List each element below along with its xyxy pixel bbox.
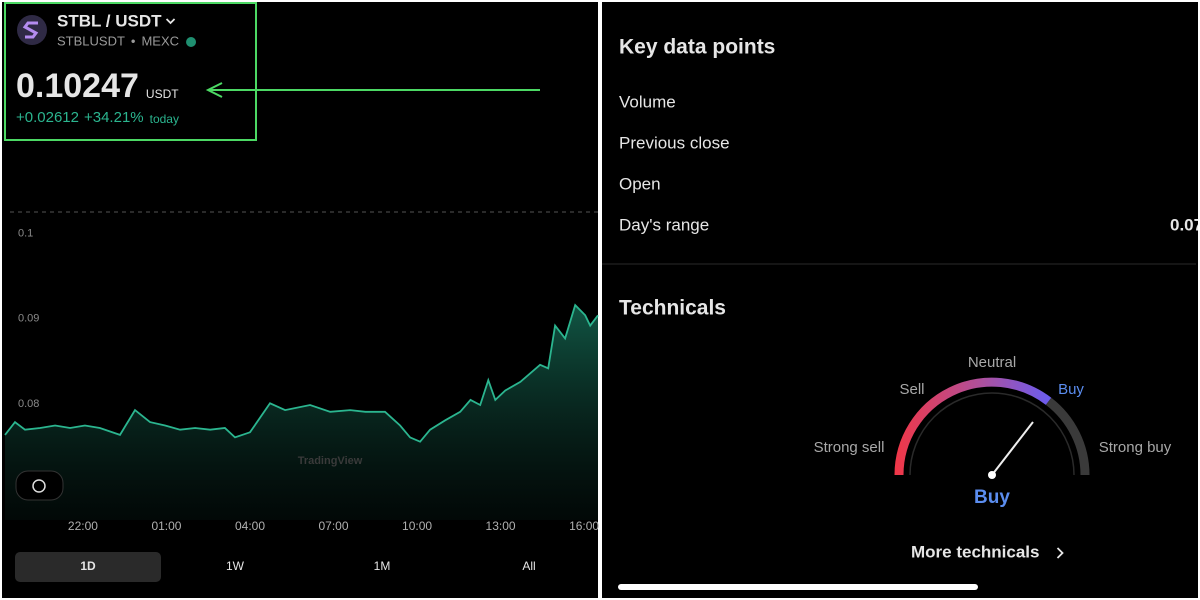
x-tick-label: 13:00 xyxy=(486,519,516,533)
x-tick-label: 01:00 xyxy=(151,519,181,533)
exchange: MEXC xyxy=(141,33,179,48)
y-tick-label: 0.08 xyxy=(18,398,39,410)
right-panel xyxy=(602,2,1198,598)
currency: USDT xyxy=(146,87,179,101)
y-tick-label: 0.09 xyxy=(18,313,39,325)
row-value: 0.07 xyxy=(1170,215,1200,234)
pair[interactable]: STBL / USDT xyxy=(57,11,162,30)
coin-icon-glyph xyxy=(22,21,39,39)
symbol: STBLUSDT xyxy=(57,33,125,48)
x-tick-label: 16:00 xyxy=(569,519,599,533)
live-indicator xyxy=(186,37,197,47)
timeframe-button[interactable]: 1W xyxy=(226,559,245,573)
gauge-label: Buy xyxy=(1058,381,1084,398)
separator: • xyxy=(131,33,136,48)
timeframe-button[interactable]: 1D xyxy=(80,559,96,573)
chevron xyxy=(1056,547,1064,559)
x-tick-label: 04:00 xyxy=(235,519,265,533)
period: today xyxy=(150,112,179,126)
watermark: TradingView xyxy=(298,455,363,467)
price: 0.10247 xyxy=(16,67,139,105)
x-tick-label: 22:00 xyxy=(68,519,98,533)
chart: 0.1 0.09 0.08 22:00 01:00 04:00 07:00 10:00 13:0… xyxy=(4,227,599,533)
area xyxy=(5,305,598,520)
gauge-pivot xyxy=(988,471,996,479)
row-label: Volume xyxy=(619,92,676,111)
home-indicator xyxy=(618,584,978,590)
x-tick-label: 07:00 xyxy=(319,519,349,533)
change-percent: +34.21% xyxy=(84,109,144,126)
dropdown-chevron[interactable] xyxy=(165,18,176,25)
snapshot-icon xyxy=(32,479,46,493)
section-title: Technicals xyxy=(619,297,726,320)
timeframe-button[interactable]: All xyxy=(522,559,535,573)
line xyxy=(4,303,599,443)
gauge-label: Sell xyxy=(899,381,924,398)
gauge-needle xyxy=(991,421,1034,476)
more-technicals[interactable]: More technicals xyxy=(911,542,1040,561)
gauge-inner-arc xyxy=(909,392,1075,476)
annotation-arrowhead xyxy=(205,82,223,98)
row-label: Previous close xyxy=(619,133,730,152)
row-label: Day's range xyxy=(619,215,709,234)
timeframe-selected xyxy=(15,552,161,582)
x-tick-label: 10:00 xyxy=(402,519,432,533)
timeframes: 1D 1W 1M All xyxy=(15,552,536,582)
timeframe-button[interactable]: 1M xyxy=(374,559,391,573)
right-content: Key data points Technicals Buy More tech… xyxy=(619,36,1200,562)
gauge-arc xyxy=(1045,397,1090,476)
highlight-box xyxy=(4,2,257,141)
row-label: Open xyxy=(619,174,661,193)
gauge-active-arc xyxy=(894,377,1052,476)
gauge-label: Neutral xyxy=(968,354,1016,371)
snapshot-button[interactable] xyxy=(15,470,64,501)
gauge-label: Strong buy xyxy=(1099,439,1172,456)
y-tick-label: 0.1 xyxy=(18,227,33,239)
gauge-label: Strong sell xyxy=(814,439,885,456)
change: +0.02612 xyxy=(16,109,79,126)
section-title: Key data points xyxy=(619,36,775,59)
rating: Buy xyxy=(974,487,1010,508)
